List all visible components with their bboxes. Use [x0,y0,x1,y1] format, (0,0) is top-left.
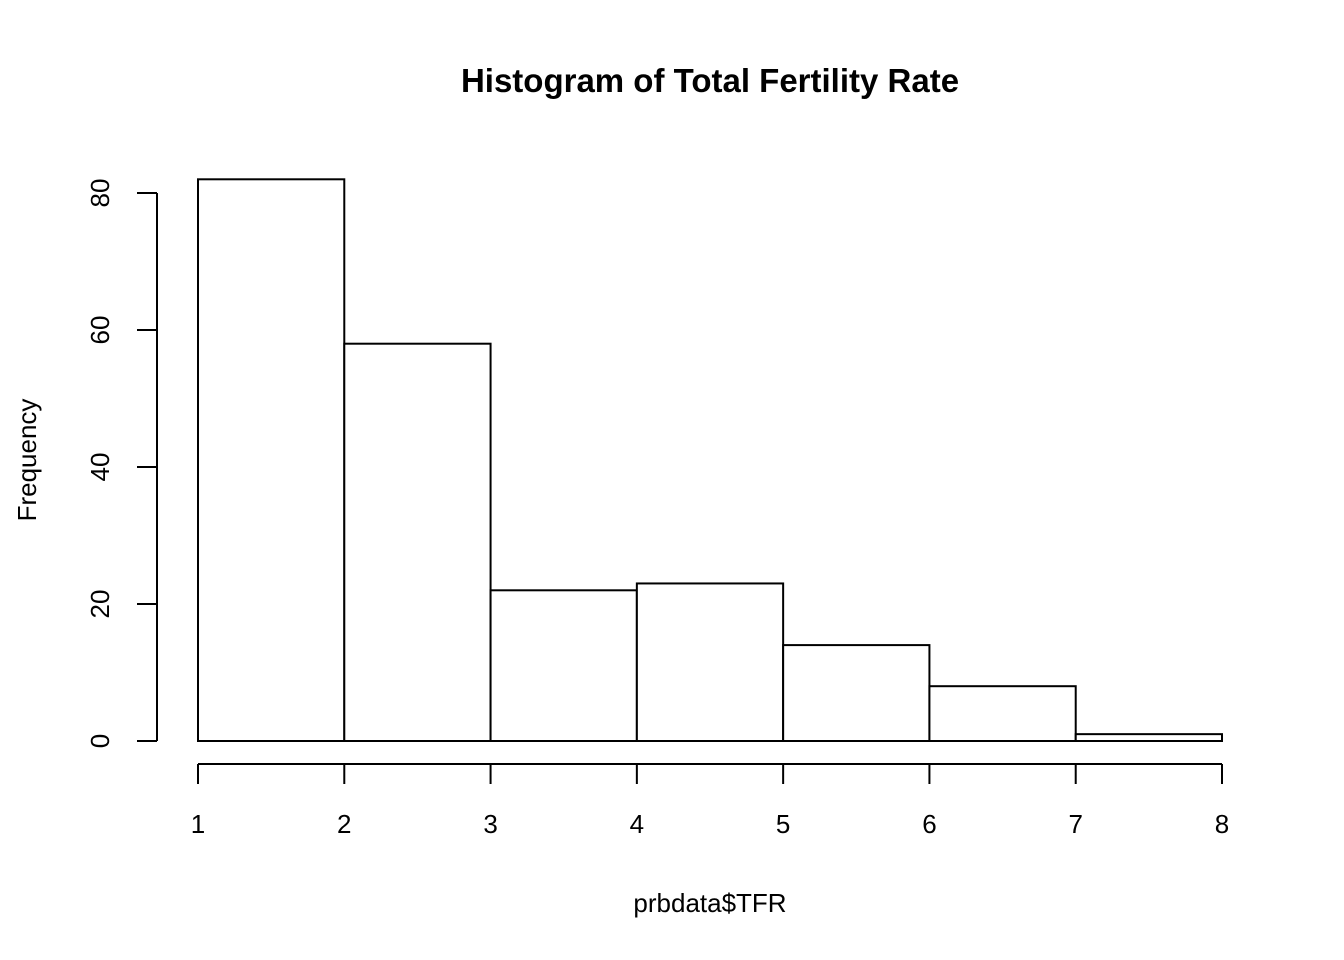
y-tick-label-60: 60 [85,316,115,345]
x-tick-label-1: 1 [191,809,205,839]
x-tick-label-8: 8 [1215,809,1229,839]
histogram-bar-7 [1074,733,1223,743]
histogram-bar-2 [343,342,492,742]
histogram-bar-6 [928,685,1077,743]
x-axis: 1 2 3 4 5 6 7 8 [191,763,1229,839]
y-tick-label-40: 40 [85,453,115,482]
y-tick-label-0: 0 [85,734,115,748]
bars-group [197,178,1223,743]
chart-title: Histogram of Total Fertility Rate [461,62,959,99]
x-tick-label-3: 3 [483,809,497,839]
x-tick-label-5: 5 [776,809,790,839]
x-tick-label-2: 2 [337,809,351,839]
y-tick-label-20: 20 [85,590,115,619]
y-tick-label-80: 80 [85,179,115,208]
histogram-bar-3 [489,589,638,742]
x-axis-label: prbdata$TFR [633,888,786,918]
histogram-bar-4 [635,582,785,743]
x-tick-label-4: 4 [630,809,644,839]
histogram-bar-1 [197,178,346,743]
x-tick-label-6: 6 [922,809,936,839]
y-axis-label: Frequency [12,399,42,522]
x-tick-label-7: 7 [1068,809,1082,839]
y-axis: 0 20 40 60 80 [85,179,158,748]
histogram-bar-5 [782,644,931,742]
